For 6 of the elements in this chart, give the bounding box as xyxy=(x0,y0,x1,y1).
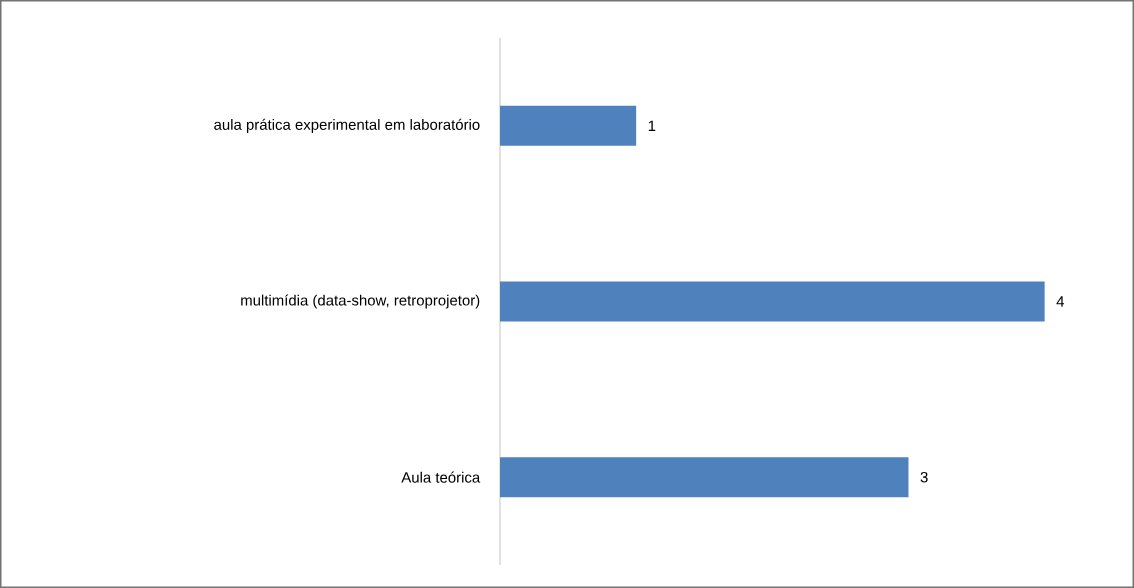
data-label: 1 xyxy=(648,120,656,131)
y-tick-label: multimídia (data-show, retroprojetor) xyxy=(241,294,480,309)
data-label: 4 xyxy=(1056,296,1065,307)
data-label: 3 xyxy=(920,471,928,483)
y-tick-label: aula prática experimental em laboratório xyxy=(214,118,480,133)
y-tick-label: Aula teórica xyxy=(401,471,481,483)
